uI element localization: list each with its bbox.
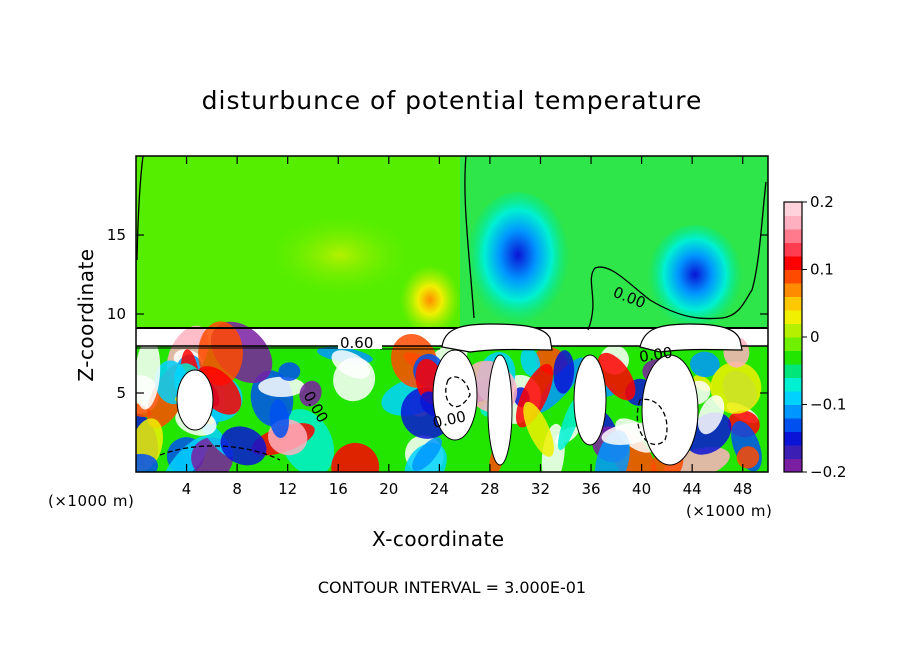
- dense-contour-clusters: [441, 323, 743, 353]
- colorbar: 0.2 0.1 0 −0.1 −0.2: [783, 193, 846, 481]
- colorbar-swatch: [784, 242, 802, 257]
- contour-cluster: [441, 323, 553, 353]
- turbulence-blob: [331, 350, 371, 379]
- updraft-column: [487, 354, 513, 466]
- colorbar-swatch: [784, 404, 802, 419]
- contour-label-bg: [338, 333, 382, 349]
- x-tick-label: 28: [480, 480, 499, 498]
- turbulence-blob: [278, 362, 301, 381]
- contour-line: [159, 445, 281, 461]
- colorbar-tick-label: −0.2: [810, 463, 846, 481]
- x-tick-label: 8: [232, 480, 242, 498]
- updraft-column: [176, 369, 214, 431]
- cold-plume-2: [647, 225, 743, 335]
- turbulence-blob: [299, 380, 322, 407]
- contour-cluster: [639, 323, 743, 353]
- turbulence-blob: [331, 442, 380, 472]
- contour-line: [464, 155, 475, 319]
- updraft-column: [641, 354, 699, 466]
- colorbar-swatch: [784, 215, 802, 230]
- contour-label-060: 0.60: [340, 334, 373, 352]
- colorbar-swatch: [784, 458, 802, 473]
- turbulence-blob: [220, 426, 267, 466]
- colorbar-swatch: [784, 364, 802, 378]
- x-axis-label: X-coordinate: [372, 527, 505, 551]
- contour-interval-note: CONTOUR INTERVAL = 3.000E-01: [317, 578, 587, 597]
- colorbar-tick-label: −0.1: [810, 396, 846, 414]
- turbulence-blob: [258, 376, 305, 397]
- warm-patch: [400, 265, 460, 335]
- turbulence-blob: [594, 430, 630, 472]
- turbulence-blob: [553, 350, 575, 394]
- colorbar-swatch: [784, 391, 802, 405]
- updraft-column: [432, 349, 478, 441]
- x-tick-label: 32: [531, 480, 550, 498]
- colorbar-tick-label: 0.2: [810, 193, 834, 211]
- colorbar-tick-label: 0.1: [810, 261, 834, 279]
- colorbar-swatch: [784, 445, 802, 459]
- x-tick-label: 44: [683, 480, 702, 498]
- colorbar-swatch: [784, 323, 802, 338]
- positive-patch: [270, 215, 410, 295]
- colorbar-swatch: [784, 202, 802, 216]
- updraft-column: [573, 354, 607, 446]
- turbulent-blobs: [136, 321, 762, 472]
- colorbar-swatch: [784, 418, 802, 432]
- turbulence-blob: [412, 437, 442, 472]
- contour-line: [587, 181, 767, 331]
- turbulence-blob: [269, 399, 290, 439]
- x-tick-label: 48: [733, 480, 752, 498]
- colorbar-swatch: [784, 337, 802, 351]
- turbulence-blob: [697, 395, 725, 435]
- contour-line: [445, 376, 471, 408]
- colorbar-tick-label: 0: [810, 328, 820, 346]
- y-tick-label: 10: [107, 305, 126, 323]
- x-tick-label: 20: [379, 480, 398, 498]
- x-tick-label: 40: [632, 480, 651, 498]
- colorbar-swatch: [784, 269, 802, 284]
- colorbar-swatch: [784, 229, 802, 243]
- contour-line: [136, 155, 144, 261]
- y-tick-label: 15: [107, 226, 126, 244]
- colorbar-swatch: [784, 296, 802, 311]
- turbulence-blob: [136, 337, 161, 410]
- x-tick-label: 36: [581, 480, 600, 498]
- turbulence-blob: [690, 351, 720, 378]
- x-tick-label: 16: [329, 480, 348, 498]
- contour-line: [136, 347, 440, 350]
- turbulence-blob: [736, 446, 760, 469]
- x-unit-left-label: (×1000 m): [48, 492, 135, 510]
- colorbar-swatch: [784, 310, 802, 324]
- colorbar-swatch: [784, 350, 802, 365]
- colorbar-swatch: [784, 431, 802, 446]
- colorbar-swatch: [784, 283, 802, 297]
- contour-line: [636, 398, 668, 446]
- chart-title: disturbunce of potential temperature: [201, 86, 703, 115]
- colorbar-swatch: [784, 377, 802, 392]
- contour-label-000-d: 0.00: [638, 343, 674, 365]
- turbulence-blob: [523, 401, 554, 457]
- x-tick-label: 4: [182, 480, 192, 498]
- turbulence-blob: [520, 347, 541, 377]
- turbulence-blob: [601, 422, 657, 445]
- x-tick-label: 24: [430, 480, 449, 498]
- cold-plume-1: [466, 192, 570, 332]
- y-tick-label: 5: [116, 384, 126, 402]
- x-tick-label: 12: [278, 480, 297, 498]
- x-unit-right-label: (×1000 m): [686, 502, 773, 520]
- heatmap-field: [136, 156, 768, 472]
- colorbar-swatch: [784, 256, 802, 270]
- turbulence-blob: [136, 453, 158, 472]
- turbulence-blob: [597, 352, 636, 401]
